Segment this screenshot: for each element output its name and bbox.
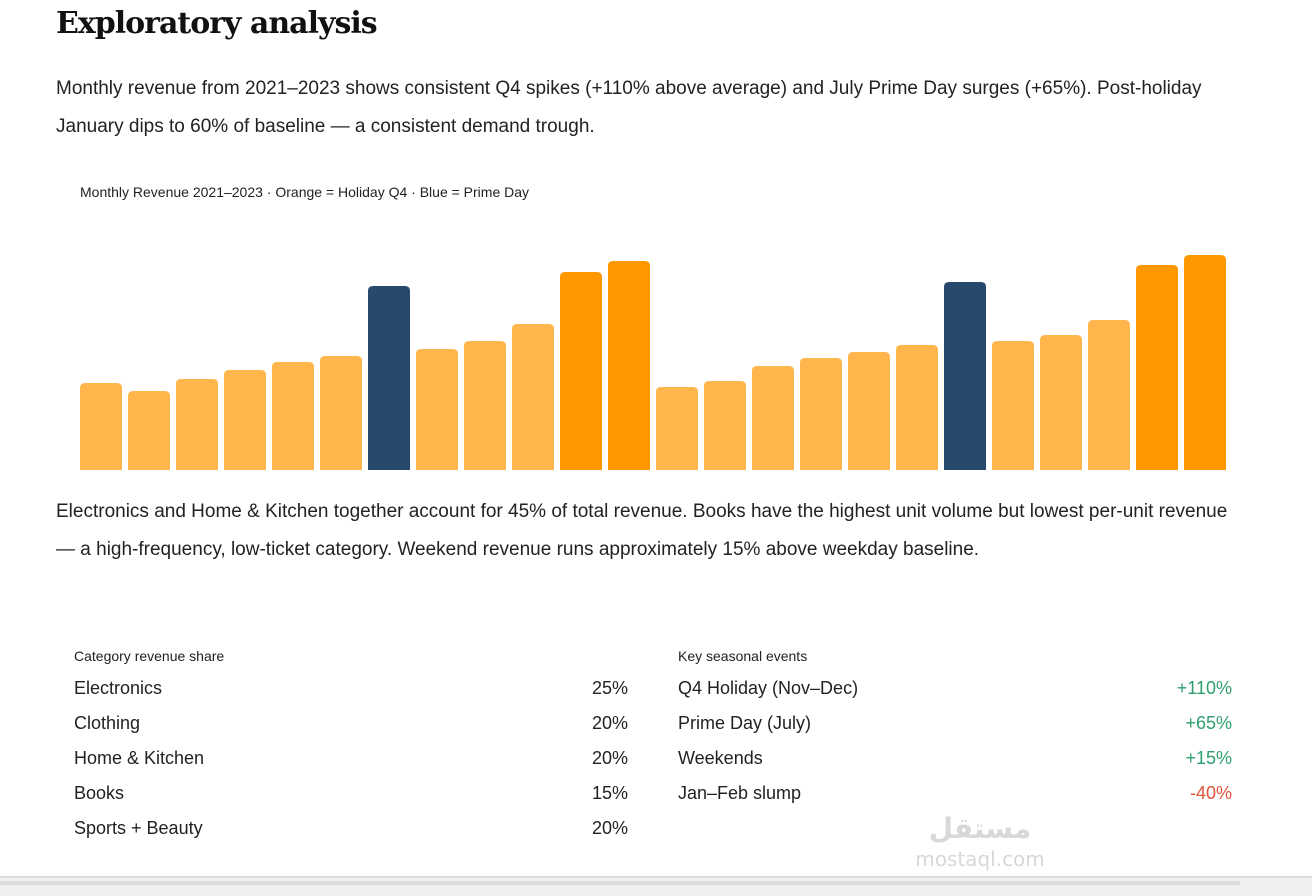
table-row: Weekends +15% (678, 741, 1232, 776)
table-row: Prime Day (July) +65% (678, 706, 1232, 741)
row-value: -40% (1189, 783, 1232, 803)
bar-prime (368, 286, 410, 470)
category-revenue-table: Category revenue share Electronics 25% Clo… (74, 645, 628, 846)
row-value: +15% (1185, 748, 1232, 768)
table-row: Q4 Holiday (Nov–Dec) +110% (678, 671, 1232, 706)
row-label: Jan–Feb slump (678, 783, 802, 803)
row-label: Clothing (74, 713, 141, 733)
bar-holiday (1184, 255, 1226, 470)
table-title: Category revenue share (74, 648, 225, 664)
scrollbar-thumb[interactable] (0, 881, 1240, 885)
row-value: 25% (591, 678, 628, 698)
row-value: 20% (591, 818, 628, 838)
bar-base (992, 341, 1034, 470)
bar-base (1040, 335, 1082, 470)
bar-base (752, 366, 794, 470)
bar-base (224, 370, 266, 470)
row-label: Weekends (678, 748, 763, 768)
bar-base (80, 383, 122, 470)
bar-base (896, 345, 938, 470)
seasonal-events-table: Key seasonal events Q4 Holiday (Nov–Dec)… (678, 645, 1232, 811)
table-row: Clothing 20% (74, 706, 628, 741)
horizontal-scrollbar[interactable] (0, 876, 1312, 896)
bar-base (848, 352, 890, 470)
row-label: Home & Kitchen (74, 748, 205, 768)
bar-holiday (560, 272, 602, 470)
bar-holiday (608, 261, 650, 470)
table-row: Sports + Beauty 20% (74, 811, 628, 846)
table-row: Electronics 25% (74, 671, 628, 706)
bar-base (320, 356, 362, 470)
chart-title: Monthly Revenue 2021–2023 · Orange = Hol… (80, 184, 530, 200)
bar-base (512, 324, 554, 470)
bar-base (176, 379, 218, 470)
table-row: Jan–Feb slump -40% (678, 776, 1232, 811)
bar-base (128, 391, 170, 470)
bar-prime (944, 282, 986, 470)
page-title: Exploratory analysis (56, 6, 378, 41)
watermark-logo: مستقل mostaql.com (915, 812, 1045, 871)
row-label: Books (74, 783, 125, 803)
row-label: Electronics (74, 678, 163, 698)
row-value: +110% (1176, 678, 1232, 698)
bar-base (272, 362, 314, 470)
row-value: 20% (591, 713, 628, 733)
table-row: Home & Kitchen 20% (74, 741, 628, 776)
table-row: Books 15% (74, 776, 628, 811)
row-value: 20% (591, 748, 628, 768)
body-paragraph: Electronics and Home & Kitchen together … (56, 501, 1228, 560)
row-label: Prime Day (July) (678, 713, 812, 733)
bar-base (1088, 320, 1130, 470)
bar-base (800, 358, 842, 470)
intro-paragraph: Monthly revenue from 2021–2023 shows con… (56, 78, 1202, 137)
table-title: Key seasonal events (678, 648, 808, 664)
bar-holiday (1136, 265, 1178, 470)
bar-base (656, 387, 698, 470)
bar-base (704, 381, 746, 470)
bar-base (416, 349, 458, 470)
row-label: Q4 Holiday (Nov–Dec) (678, 678, 859, 698)
monthly-revenue-chart (80, 255, 1226, 470)
row-value: 15% (591, 783, 628, 803)
row-value: +65% (1185, 713, 1232, 733)
row-label: Sports + Beauty (74, 818, 203, 838)
bar-base (464, 341, 506, 470)
